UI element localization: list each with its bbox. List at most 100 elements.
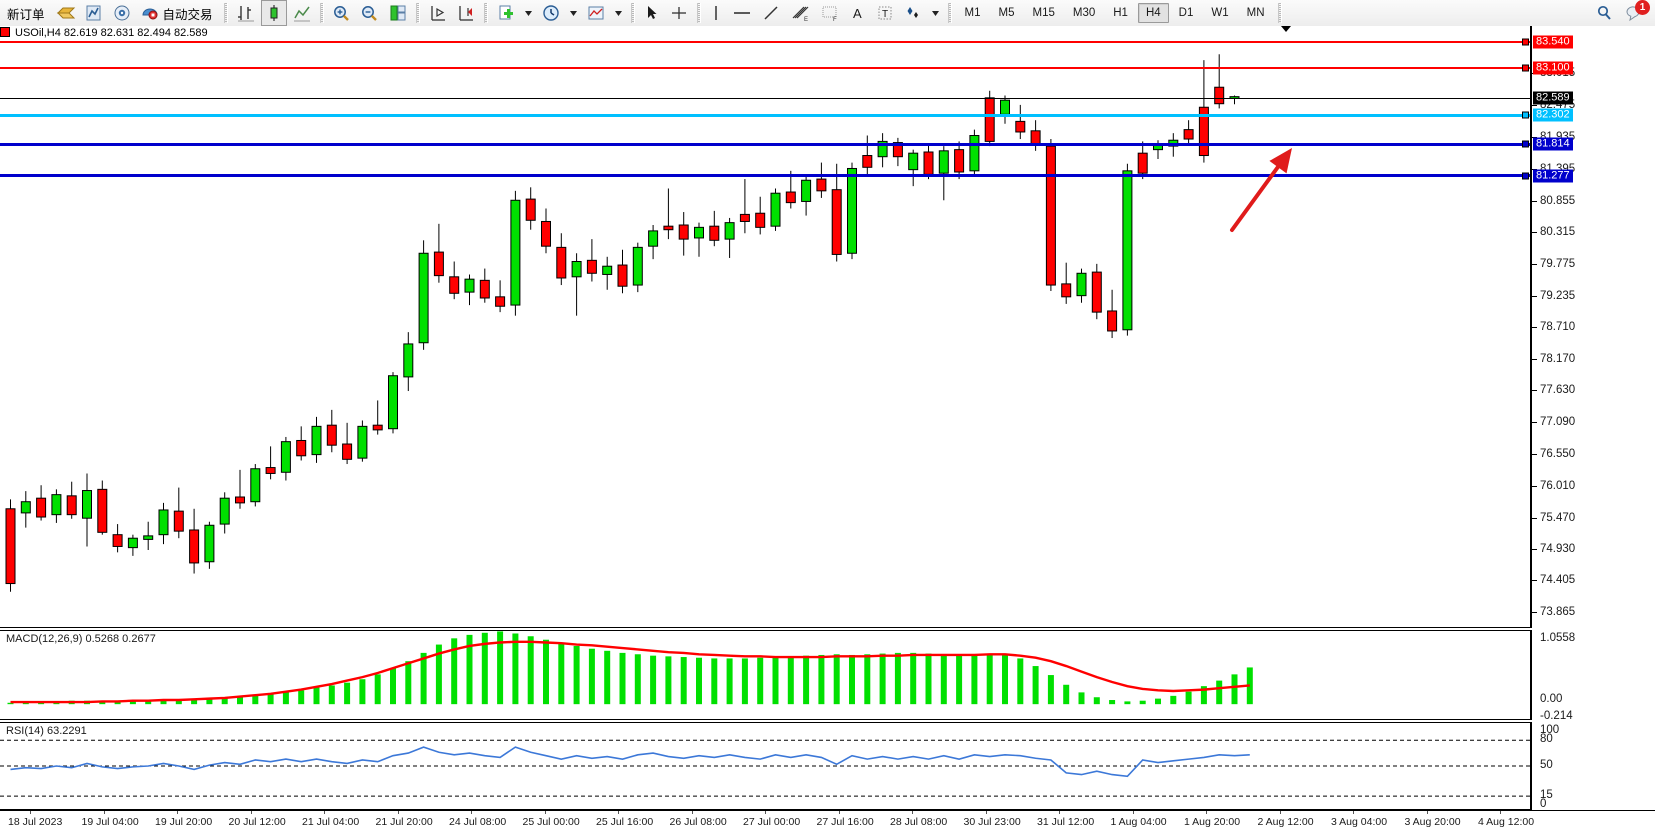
hline-last-price[interactable] (0, 97, 1530, 99)
chart-area[interactable]: USOil,H4 82.619 82.631 82.494 82.589 MAC… (0, 26, 1655, 836)
templates-icon[interactable] (583, 1, 609, 25)
shift-end-icon[interactable] (453, 1, 479, 25)
price-tick-label: 78.710 (1540, 320, 1576, 333)
hline-83540[interactable] (0, 41, 1530, 44)
macd-plot (7, 631, 1253, 705)
timeframe-m1[interactable]: M1 (964, 7, 981, 19)
macd-label: MACD(12,26,9) 0.5268 0.2677 (6, 633, 156, 645)
price-tick-label: 79.775 (1540, 258, 1576, 271)
candlestick-chart-icon[interactable] (260, 0, 287, 26)
rsi-scale-label: 100 (1540, 724, 1560, 736)
timeframe-m30[interactable]: M30 (1072, 7, 1096, 19)
horizontal-line-icon[interactable] (728, 1, 756, 25)
price-tick (1531, 580, 1537, 582)
price-tick (1531, 549, 1537, 551)
rsi-scale-label: 80 (1540, 733, 1553, 746)
time-tick (177, 811, 178, 814)
alerts-icon[interactable]: 1 (1621, 0, 1650, 25)
shift-start-icon[interactable] (425, 1, 451, 25)
macd-scale-label: -0.214 (1540, 710, 1573, 722)
price-scale[interactable]: 83.01582.47581.93581.39580.85580.31579.7… (1531, 26, 1655, 628)
bar-chart-icon[interactable] (233, 1, 259, 25)
time-tick (103, 811, 105, 814)
zoom-out-icon[interactable] (357, 1, 383, 25)
hline-81277[interactable] (0, 174, 1530, 178)
chevron-down-icon[interactable] (566, 1, 581, 25)
toolbar-separator (223, 3, 228, 23)
last-price-label[interactable]: 82.589 (1533, 91, 1573, 105)
hline-83100[interactable] (0, 67, 1530, 70)
chevron-down-icon[interactable] (611, 1, 626, 25)
rsi-pane[interactable] (0, 722, 1530, 810)
hline-81814-handle[interactable] (1522, 140, 1529, 148)
add-indicator-icon[interactable] (493, 1, 519, 25)
timeframe-mn[interactable]: MN (1246, 7, 1265, 19)
hline-82302-handle[interactable] (1522, 111, 1529, 119)
period-icon[interactable] (538, 1, 564, 25)
crosshair-icon[interactable] (666, 1, 692, 25)
time-axis-label: 27 Jul 16:00 (816, 816, 874, 828)
line-chart-icon[interactable] (289, 1, 315, 25)
time-axis-label: 26 Jul 08:00 (669, 816, 727, 828)
resistance-line-label-83100[interactable]: 83.100 (1533, 61, 1573, 75)
hline-83540-handle[interactable] (1522, 38, 1529, 46)
time-tick (985, 811, 987, 814)
support-line-label-81814[interactable]: 81.814 (1533, 137, 1573, 151)
chevron-down-icon[interactable] (928, 1, 943, 25)
timeframe-h1[interactable]: H1 (1113, 7, 1128, 19)
level-line-label-82302[interactable]: 82.302 (1533, 108, 1573, 122)
timeframe-d1[interactable]: D1 (1178, 7, 1194, 19)
chevron-down-icon[interactable] (521, 1, 536, 25)
hline-83100-handle[interactable] (1522, 64, 1529, 72)
fibonacci-icon[interactable]: E (786, 1, 814, 25)
rsi-scale-label: 50 (1540, 759, 1553, 771)
text-label-icon[interactable]: T (872, 1, 898, 25)
market-watch-icon[interactable] (81, 1, 107, 25)
time-tick (1353, 811, 1354, 814)
price-tick (1531, 517, 1537, 519)
timeframe-w1[interactable]: W1 (1211, 7, 1229, 19)
new-order-label: 新订单 (7, 7, 45, 22)
price-pane[interactable] (0, 26, 1530, 628)
cursor-icon[interactable] (640, 1, 664, 25)
time-tick (324, 811, 325, 814)
timeframe-m15[interactable]: M15 (1032, 7, 1055, 19)
navigator-icon[interactable] (109, 1, 135, 25)
macd-scale-axis (1531, 630, 1532, 720)
macd-pane[interactable] (0, 630, 1530, 720)
toolbar-separator (1277, 3, 1282, 23)
price-tick-label: 75.470 (1540, 511, 1576, 524)
search-icon[interactable] (1591, 1, 1619, 25)
channel-icon[interactable]: F (816, 1, 844, 25)
price-tick-label: 80.315 (1540, 226, 1576, 239)
timeframe-m5[interactable]: M5 (998, 7, 1015, 19)
time-axis-label: 21 Jul 04:00 (302, 816, 360, 828)
time-tick (838, 811, 840, 814)
shapes-icon[interactable] (900, 1, 926, 25)
time-axis-label: 19 Jul 04:00 (81, 816, 139, 828)
price-tick (1531, 200, 1537, 202)
vertical-line-icon[interactable] (706, 1, 726, 25)
time-axis-label: 1 Aug 20:00 (1184, 816, 1241, 828)
tile-windows-icon[interactable] (385, 1, 411, 25)
auto-trading-button[interactable]: 自动交易 (137, 1, 219, 25)
pane-divider (1530, 722, 1531, 810)
hline-81277-handle[interactable] (1522, 172, 1529, 180)
time-axis[interactable]: 18 Jul 2023 19 Jul 04:00 19 Jul 20:00 20 Ju… (0, 810, 1655, 836)
new-order-button[interactable]: 新订单 (1, 1, 51, 25)
time-axis-label: 28 Jul 08:00 (890, 816, 948, 828)
object-handle[interactable] (0, 27, 10, 37)
symbol-ohlc-label: USOil,H4 82.619 82.631 82.494 82.589 (15, 27, 208, 39)
hline-81814[interactable] (0, 142, 1530, 146)
expert-advisor-icon[interactable] (53, 1, 79, 25)
chart-dropdown-caret-icon[interactable] (1281, 26, 1291, 32)
support-line-label-81277[interactable]: 81.277 (1533, 169, 1573, 183)
alert-badge-count: 1 (1635, 0, 1650, 15)
resistance-line-label-83540[interactable]: 83.540 (1533, 35, 1573, 49)
timeframe-h4[interactable]: H4 (1137, 3, 1169, 23)
time-tick (1206, 811, 1207, 814)
trendline-icon[interactable] (758, 1, 784, 25)
zoom-in-icon[interactable] (329, 1, 355, 25)
hline-82302[interactable] (0, 113, 1530, 117)
text-icon[interactable]: A (846, 1, 870, 25)
